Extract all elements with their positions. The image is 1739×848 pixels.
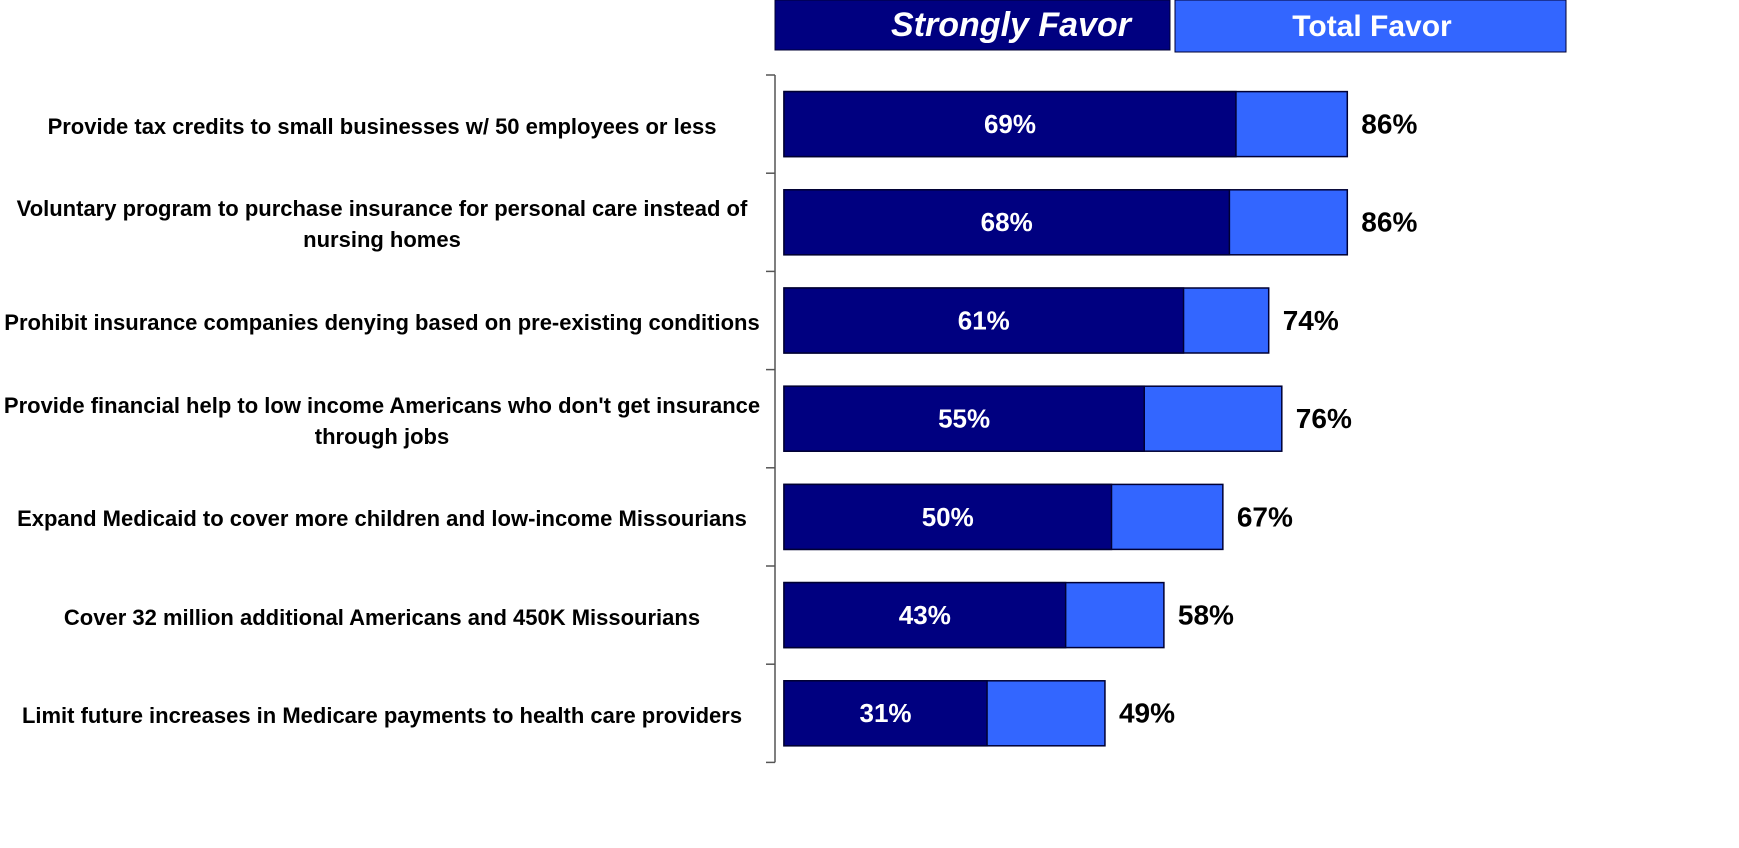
bar xyxy=(783,581,1067,649)
value-label: 55% xyxy=(938,404,990,434)
legend-swatch xyxy=(1174,0,1567,53)
bar xyxy=(783,483,1113,551)
value-label: 76% xyxy=(1296,403,1352,434)
value-label: 58% xyxy=(1178,599,1234,630)
value-label: 43% xyxy=(899,600,951,630)
value-label: 86% xyxy=(1361,108,1417,139)
category-label: Prohibit insurance companies denying bas… xyxy=(4,309,760,335)
legend-label: Total Favor xyxy=(1292,10,1452,43)
category-label: Expand Medicaid to cover more children a… xyxy=(17,506,747,532)
category-label: Provide tax credits to small businesses … xyxy=(47,113,717,139)
value-label: 50% xyxy=(922,502,974,532)
bar xyxy=(783,287,1185,354)
legend-label: Strongly Favor xyxy=(891,6,1133,44)
value-label: 69% xyxy=(984,109,1036,139)
value-label: 31% xyxy=(860,698,912,728)
bar xyxy=(783,189,1231,256)
value-label: 61% xyxy=(958,305,1010,335)
value-label: 68% xyxy=(981,207,1033,237)
bar xyxy=(783,680,988,747)
value-label: 86% xyxy=(1361,207,1417,238)
category-label: Voluntary program to purchase insurance … xyxy=(16,196,748,253)
value-label: 67% xyxy=(1237,501,1293,532)
value-label: 49% xyxy=(1119,698,1175,729)
category-label: Provide financial help to low income Ame… xyxy=(3,392,761,449)
bar xyxy=(783,385,1145,452)
legend-swatch xyxy=(774,0,1171,51)
category-label: Cover 32 million additional Americans an… xyxy=(63,604,701,630)
bar xyxy=(783,90,1237,158)
value-label: 74% xyxy=(1283,305,1339,336)
category-label: Limit future increases in Medicare payme… xyxy=(21,702,743,728)
